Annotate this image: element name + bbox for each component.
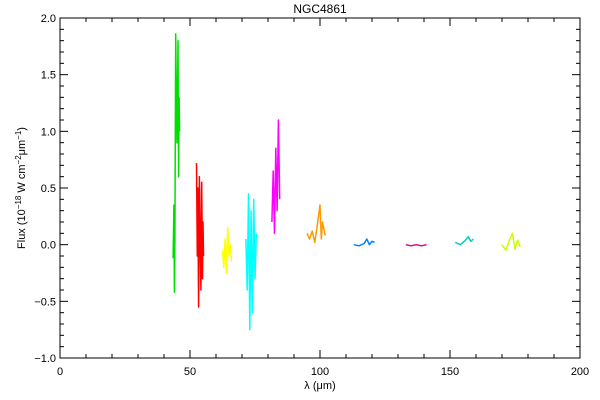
- y-tick-label: 2.0: [41, 13, 56, 25]
- x-axis: 0 50 100 150 200: [57, 18, 589, 378]
- y-tick-label: 1.5: [41, 70, 56, 82]
- y-label-part: Flux (10: [16, 209, 28, 249]
- series-line-9: [454, 235, 474, 246]
- x-tick-label: 200: [571, 366, 589, 378]
- series-line-10: [501, 232, 521, 252]
- y-axis: −1.0 −0.5 0.0 0.5 1.0 1.5 2.0: [34, 13, 580, 365]
- plot-frame: [59, 17, 581, 359]
- x-tick-label: 100: [311, 366, 329, 378]
- y-label-part: ): [16, 127, 28, 131]
- y-tick-label: 0.0: [41, 240, 56, 252]
- y-tick-label: 1.0: [41, 126, 56, 138]
- series-line-8: [405, 243, 427, 247]
- y-label-exp: −1: [14, 130, 23, 140]
- x-tick-label: 0: [57, 366, 63, 378]
- series-line-4: [245, 192, 258, 331]
- y-axis-label: Flux (10−18 W cm−2μm−1): [14, 127, 28, 249]
- y-label-part: μm: [16, 140, 28, 156]
- y-label-exp: −18: [14, 195, 23, 209]
- series-line-5: [271, 119, 281, 235]
- y-label-exp: −2: [14, 155, 23, 165]
- series-line-6: [306, 204, 326, 244]
- y-tick-label: −1.0: [34, 353, 56, 365]
- y-tick-label: 0.5: [41, 183, 56, 195]
- series-line-7: [353, 238, 375, 247]
- x-tick-label: 150: [441, 366, 459, 378]
- series-line-3: [221, 226, 233, 274]
- chart-title: NGC4861: [293, 2, 347, 16]
- x-axis-label: λ (μm): [304, 380, 335, 392]
- series-layer: [172, 33, 521, 331]
- series-line-1: [172, 33, 181, 294]
- y-tick-label: −0.5: [34, 296, 56, 308]
- y-label-part: W cm: [16, 164, 28, 195]
- series-line-2: [195, 163, 205, 308]
- x-tick-label: 50: [184, 366, 196, 378]
